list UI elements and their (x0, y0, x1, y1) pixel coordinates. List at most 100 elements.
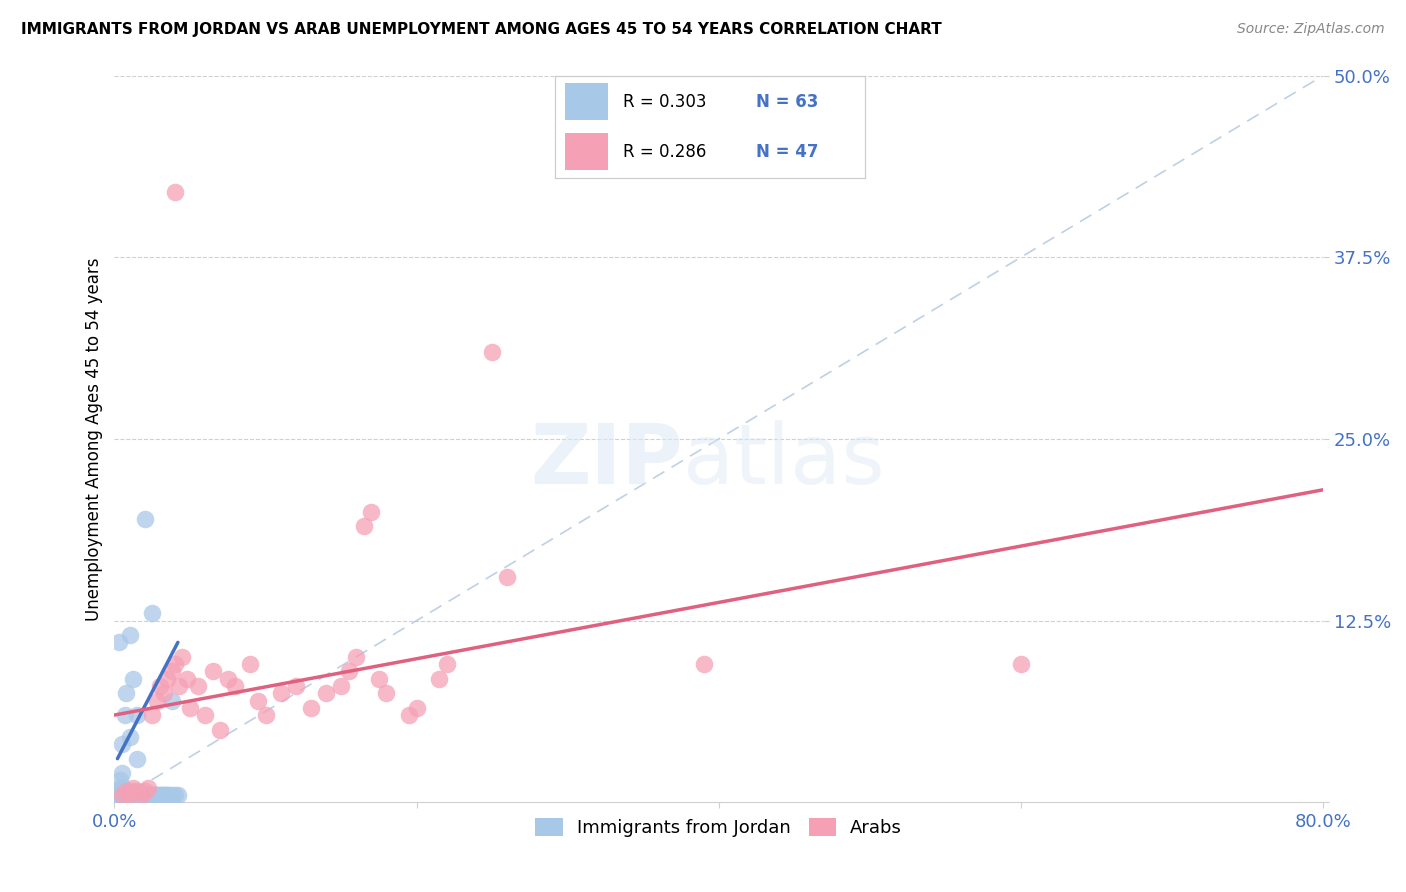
Text: IMMIGRANTS FROM JORDAN VS ARAB UNEMPLOYMENT AMONG AGES 45 TO 54 YEARS CORRELATIO: IMMIGRANTS FROM JORDAN VS ARAB UNEMPLOYM… (21, 22, 942, 37)
Point (496, 570, 519, 584)
Point (115, 783, 138, 797)
Point (129, 788, 152, 802)
Point (217, 672, 239, 686)
Point (1010, 657, 1032, 672)
Point (112, 783, 135, 797)
Point (131, 788, 153, 802)
Point (186, 679, 208, 693)
Text: N = 63: N = 63 (756, 94, 818, 112)
Point (160, 788, 183, 802)
Point (135, 788, 157, 802)
Point (132, 788, 155, 802)
Point (121, 788, 143, 802)
Point (108, 780, 131, 795)
Text: atlas: atlas (682, 420, 884, 501)
Point (143, 788, 166, 802)
Point (201, 665, 224, 679)
Point (155, 788, 177, 802)
Point (114, 708, 136, 723)
Point (107, 788, 129, 802)
Text: Source: ZipAtlas.com: Source: ZipAtlas.com (1237, 22, 1385, 37)
Point (111, 788, 134, 802)
Point (375, 686, 398, 700)
Point (125, 783, 148, 797)
Point (111, 783, 134, 797)
Point (163, 185, 186, 199)
Point (115, 686, 138, 700)
Point (153, 686, 176, 700)
Point (157, 788, 180, 802)
Point (114, 783, 136, 797)
Point (284, 679, 307, 693)
Point (152, 788, 174, 802)
Point (112, 788, 135, 802)
Point (145, 788, 167, 802)
Point (118, 788, 141, 802)
Point (110, 788, 132, 802)
Point (138, 788, 160, 802)
Point (163, 657, 186, 672)
Point (141, 708, 163, 723)
Point (160, 693, 183, 707)
Point (131, 788, 153, 802)
Point (111, 766, 134, 780)
Point (163, 788, 186, 802)
Point (436, 657, 458, 672)
Point (692, 657, 714, 672)
Point (481, 344, 503, 359)
Point (360, 505, 382, 519)
Point (254, 708, 277, 723)
Point (115, 788, 138, 802)
Point (156, 672, 179, 686)
Point (239, 657, 262, 672)
Point (353, 519, 375, 533)
Point (118, 730, 141, 744)
Point (299, 700, 322, 714)
Point (142, 788, 165, 802)
Point (344, 649, 367, 664)
Point (405, 700, 427, 714)
Point (367, 672, 389, 686)
Bar (565, 83, 607, 120)
Point (330, 679, 353, 693)
Bar (565, 133, 607, 170)
Point (128, 788, 150, 802)
Point (246, 693, 269, 707)
Point (427, 672, 450, 686)
Point (136, 780, 159, 795)
Point (148, 788, 170, 802)
Point (125, 788, 148, 802)
Point (270, 686, 292, 700)
Point (121, 780, 143, 795)
Point (122, 788, 145, 802)
Y-axis label: Unemployment Among Ages 45 to 54 years: Unemployment Among Ages 45 to 54 years (86, 257, 103, 621)
Point (125, 752, 148, 766)
Point (398, 708, 420, 723)
Point (194, 708, 217, 723)
Point (179, 700, 201, 714)
Point (149, 679, 172, 693)
Text: ZIP: ZIP (530, 420, 682, 501)
Point (114, 788, 136, 802)
Text: R = 0.286: R = 0.286 (623, 143, 707, 161)
Point (145, 693, 167, 707)
Point (134, 788, 156, 802)
Point (111, 737, 134, 751)
Legend: Immigrants from Jordan, Arabs: Immigrants from Jordan, Arabs (529, 810, 910, 844)
Point (315, 686, 337, 700)
Point (160, 665, 183, 679)
Text: R = 0.303: R = 0.303 (623, 94, 707, 112)
Point (136, 788, 159, 802)
Point (134, 783, 156, 797)
Point (150, 788, 173, 802)
Point (134, 512, 156, 526)
Point (111, 788, 134, 802)
Point (118, 788, 141, 802)
Point (125, 708, 148, 723)
Point (169, 679, 191, 693)
Point (337, 665, 360, 679)
Point (121, 783, 143, 797)
Point (209, 723, 232, 737)
Point (167, 788, 190, 802)
Point (108, 635, 131, 649)
